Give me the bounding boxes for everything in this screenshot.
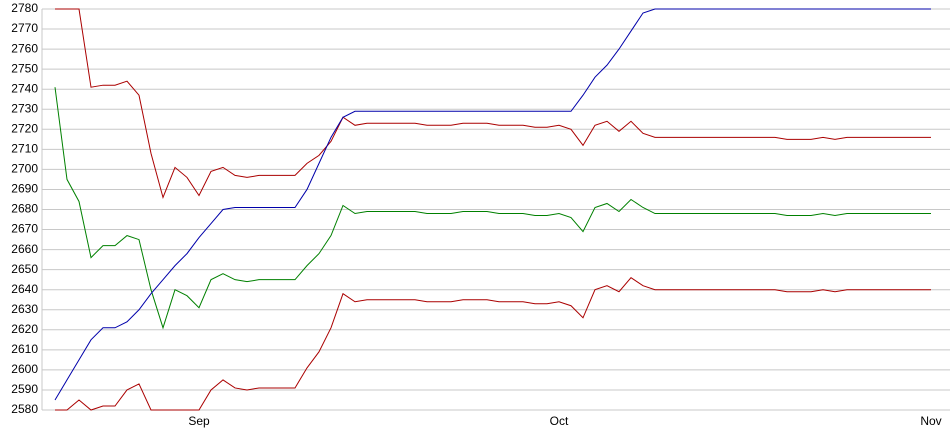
x-tick-label: Sep (188, 414, 210, 428)
y-tick-label: 2730 (11, 101, 38, 115)
y-tick-label: 2630 (11, 302, 38, 316)
y-tick-label: 2670 (11, 222, 38, 236)
x-tick-label: Oct (550, 414, 569, 428)
y-tick-label: 2720 (11, 121, 38, 135)
series-line (55, 8, 931, 200)
y-tick-label: 2660 (11, 242, 38, 256)
y-tick-label: 2750 (11, 61, 38, 75)
y-tick-label: 2760 (11, 41, 38, 55)
y-tick-label: 2640 (11, 282, 38, 296)
y-tick-label: 2680 (11, 202, 38, 216)
y-tick-label: 2700 (11, 162, 38, 176)
y-tick-label: 2580 (11, 402, 38, 416)
y-tick-label: 2770 (11, 21, 38, 35)
y-tick-label: 2690 (11, 182, 38, 196)
y-tick-label: 2620 (11, 322, 38, 336)
y-tick-label: 2610 (11, 342, 38, 356)
x-tick-label: Nov (920, 414, 941, 428)
series-line (54, 87, 931, 330)
y-tick-label: 2590 (11, 382, 38, 396)
y-tick-label: 2600 (11, 362, 38, 376)
y-tick-label: 2650 (11, 262, 38, 276)
y-tick-label: 2710 (11, 142, 38, 156)
series-line (54, 8, 931, 401)
series-line (55, 277, 931, 411)
y-tick-label: 2740 (11, 81, 38, 95)
y-tick-label: 2780 (11, 1, 38, 15)
